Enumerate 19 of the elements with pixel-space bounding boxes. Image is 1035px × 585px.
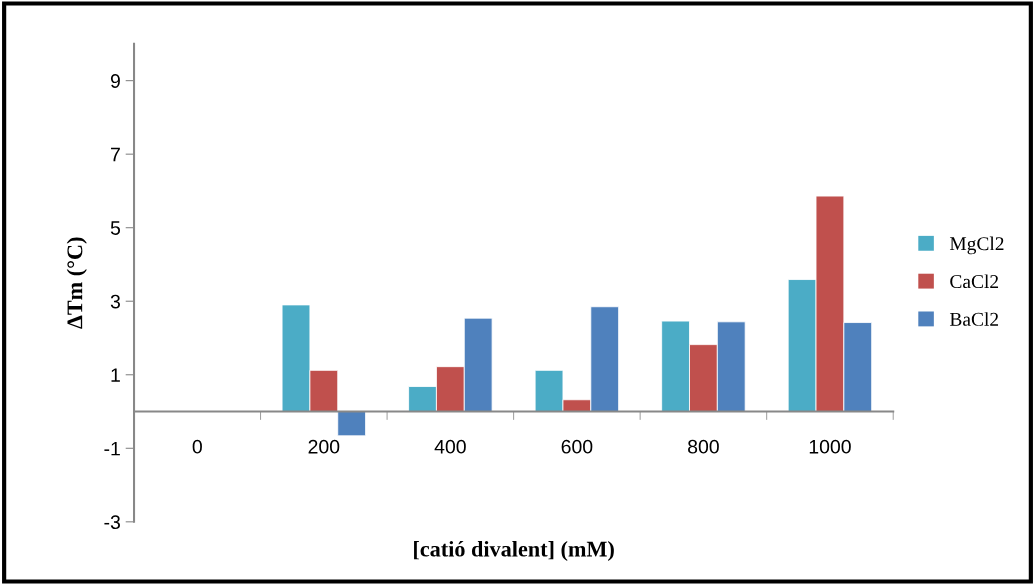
x-axis-title: [catió divalent] (mM) — [414, 540, 614, 562]
bar — [337, 411, 366, 437]
y-axis-title: ΔTm (°C) — [66, 237, 87, 329]
y-tick-label: 9 — [110, 74, 120, 88]
x-tick-label: 1000 — [809, 439, 851, 454]
legend-label: MgCl2 — [949, 236, 1004, 255]
y-tick-label: -3 — [104, 515, 120, 530]
y-tick-label: 5 — [110, 221, 121, 235]
y-tick-label: 7 — [111, 147, 120, 162]
x-tick-label: 200 — [308, 439, 340, 454]
y-tick-label: 3 — [110, 294, 120, 309]
x-tick-label: 400 — [434, 439, 466, 454]
legend-label: CaCl2 — [950, 274, 999, 289]
x-tick-label: 0 — [192, 439, 202, 454]
y-tick-label: 1 — [111, 368, 120, 382]
x-tick-label: 800 — [688, 439, 719, 454]
legend-label: BaCl2 — [949, 312, 999, 326]
y-tick-label: -1 — [104, 441, 120, 456]
x-tick-label: 600 — [561, 439, 593, 454]
